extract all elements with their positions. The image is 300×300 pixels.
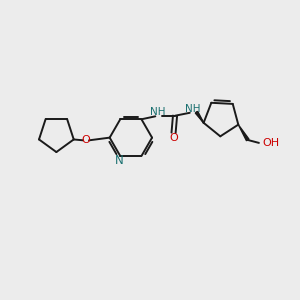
Text: OH: OH	[262, 138, 280, 148]
Polygon shape	[238, 124, 249, 141]
Polygon shape	[195, 111, 204, 123]
Text: NH: NH	[150, 107, 166, 117]
Text: O: O	[169, 133, 178, 143]
Text: N: N	[114, 154, 123, 167]
Text: NH: NH	[185, 104, 200, 114]
Text: O: O	[82, 135, 91, 145]
